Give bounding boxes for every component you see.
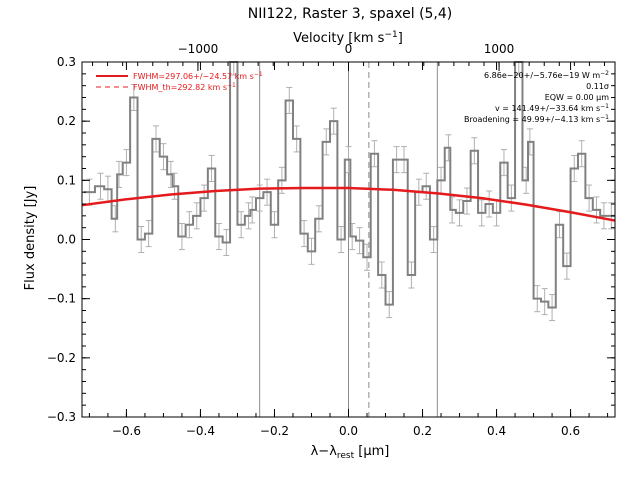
y-tick-label: −0.1: [47, 292, 76, 306]
y-axis-label: Flux density [Jy]: [23, 186, 38, 291]
annotation-line: 6.86e−20+/−5.76e−19 W m−2: [484, 70, 609, 80]
y-tick-label: 0.0: [57, 233, 76, 247]
x-axis-label: λ−λrest [μm]: [311, 444, 390, 461]
y-tick-label: 0.1: [57, 173, 76, 187]
annotation-line: 0.11σ: [586, 82, 609, 91]
x-tick-label: 0.2: [413, 424, 432, 438]
annotation-line: v = 141.49+/−33.64 km s−1: [495, 103, 609, 113]
x-tick-label: −0.4: [186, 424, 215, 438]
velocity-tick-label: 0: [345, 42, 353, 56]
fit-curve-theoretical: [81, 187, 616, 222]
spectrum-line: [83, 61, 615, 309]
chart-title: NII122, Raster 3, spaxel (5,4): [248, 6, 453, 22]
x-tick-label: 0.0: [339, 424, 358, 438]
y-tick-label: −0.3: [47, 410, 76, 424]
legend-label: FWHM=297.06+/−24.57 km s−1: [133, 71, 263, 81]
fit-curves: [81, 186, 616, 222]
fit-annotations: 6.86e−20+/−5.76e−19 W m−2 0.11σ EQW = 0.00…: [464, 70, 609, 124]
y-tick-label: −0.2: [47, 351, 76, 365]
x-tick-label: −0.6: [112, 424, 141, 438]
annotation-line: Broadening = 49.99+/−4.13 km s−1: [464, 114, 609, 124]
velocity-tick-label: −1000: [178, 42, 219, 56]
y-tick-label: 0.2: [57, 114, 76, 128]
x-tick-label: 0.6: [561, 424, 580, 438]
x-axis: −0.6 −0.4 −0.2 0.0 0.2 0.4 0.6: [88, 62, 609, 438]
legend-label: FWHM_th=292.82 km s−1: [133, 82, 236, 92]
velocity-tick-label: 1000: [484, 42, 515, 56]
legend: FWHM=297.06+/−24.57 km s−1FWHM_th=292.82…: [96, 71, 263, 92]
y-axis: −0.3 −0.2 −0.1 0.0 0.1 0.2 0.3: [47, 55, 615, 424]
y-tick-label: 0.3: [57, 55, 76, 69]
x-tick-label: −0.2: [260, 424, 289, 438]
annotation-line: EQW = 0.00 μm: [545, 93, 609, 102]
spectrum-series: [83, 61, 615, 309]
x-tick-label: 0.4: [487, 424, 506, 438]
velocity-axis: −1000 0 1000: [92, 42, 605, 71]
velocity-axis-label: Velocity [km s−1]: [293, 30, 403, 46]
